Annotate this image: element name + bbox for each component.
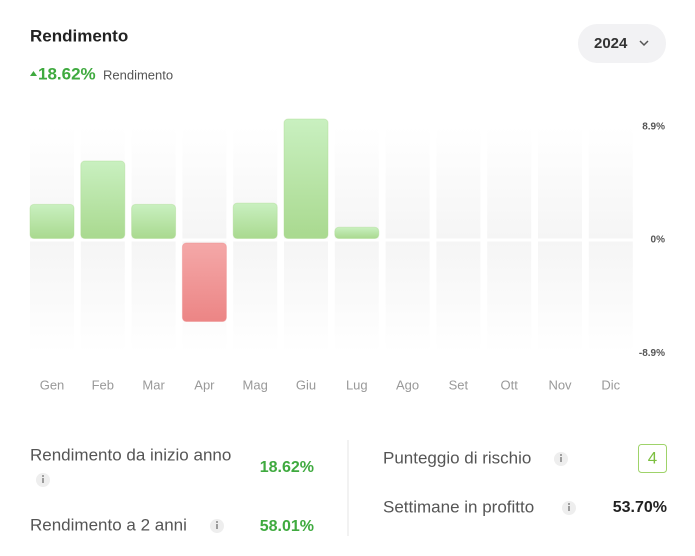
column-bg xyxy=(487,126,532,239)
x-tick-label: Nov xyxy=(548,377,572,392)
column-bg xyxy=(487,241,532,354)
info-icon[interactable] xyxy=(210,519,224,533)
column-bg xyxy=(385,241,430,354)
up-arrow xyxy=(30,71,37,76)
column-bg xyxy=(30,241,74,354)
x-tick-label: Lug xyxy=(346,377,368,392)
x-tick-label: Dic xyxy=(601,377,620,392)
y-tick-label: 8.9% xyxy=(642,121,665,132)
x-tick-label: Ott xyxy=(501,377,519,392)
y-tick-label: 0% xyxy=(651,235,666,246)
bar xyxy=(334,226,380,239)
stat-value: 4 xyxy=(648,448,657,467)
bar xyxy=(232,202,278,239)
x-tick-label: Feb xyxy=(92,377,114,392)
y-tick-label: -8.9% xyxy=(639,348,665,359)
column-bg xyxy=(538,126,582,239)
column-bg xyxy=(436,126,481,239)
column-bg xyxy=(334,126,379,239)
stat-value: 18.62% xyxy=(260,459,314,476)
column-bg xyxy=(131,241,176,354)
x-tick-label: Mag xyxy=(243,377,268,392)
x-tick-label: Gen xyxy=(40,377,65,392)
change: 18.62% xyxy=(38,64,96,83)
bar xyxy=(283,118,329,239)
x-tick-label: Giu xyxy=(296,377,316,392)
stat-label: Rendimento da inizio anno xyxy=(30,445,231,464)
stat-value: 58.01% xyxy=(260,518,314,535)
info-icon[interactable] xyxy=(36,473,50,487)
column-bg xyxy=(334,241,379,354)
x-tick-label: Mar xyxy=(142,377,165,392)
plot: Gen Feb Mar Apr Mag Giu Lug Ago Set Ott Nov Dic 8.9%… xyxy=(29,118,666,392)
column-bg xyxy=(588,241,633,354)
risk-box xyxy=(638,444,667,473)
x-tick-label: Set xyxy=(449,377,469,392)
bar xyxy=(131,203,177,239)
stat-value: 53.70% xyxy=(613,499,667,516)
column-bg xyxy=(538,241,582,354)
column-bg xyxy=(284,241,328,354)
change-label: Rendimento xyxy=(103,67,173,82)
info-icon[interactable] xyxy=(554,452,568,466)
year-select[interactable] xyxy=(578,24,666,63)
column-bg xyxy=(80,241,125,354)
stat-label: Rendimento a 2 anni xyxy=(30,515,187,534)
bar xyxy=(181,242,227,323)
title: Rendimento xyxy=(30,26,128,45)
info-icon[interactable] xyxy=(562,501,576,515)
column-bg xyxy=(436,241,481,354)
stat-label: Settimane in profitto xyxy=(383,497,534,516)
bar xyxy=(80,160,126,240)
x-tick-label: Ago xyxy=(396,377,419,392)
column-bg xyxy=(182,126,227,239)
year[interactable]: 2024 xyxy=(594,35,628,52)
chevron xyxy=(639,40,649,47)
column-bg xyxy=(385,126,430,239)
bar xyxy=(29,203,75,239)
x-tick-label: Apr xyxy=(194,377,215,392)
column-bg xyxy=(233,241,278,354)
column-bg xyxy=(588,126,633,239)
stat-label: Punteggio di rischio xyxy=(383,448,531,467)
